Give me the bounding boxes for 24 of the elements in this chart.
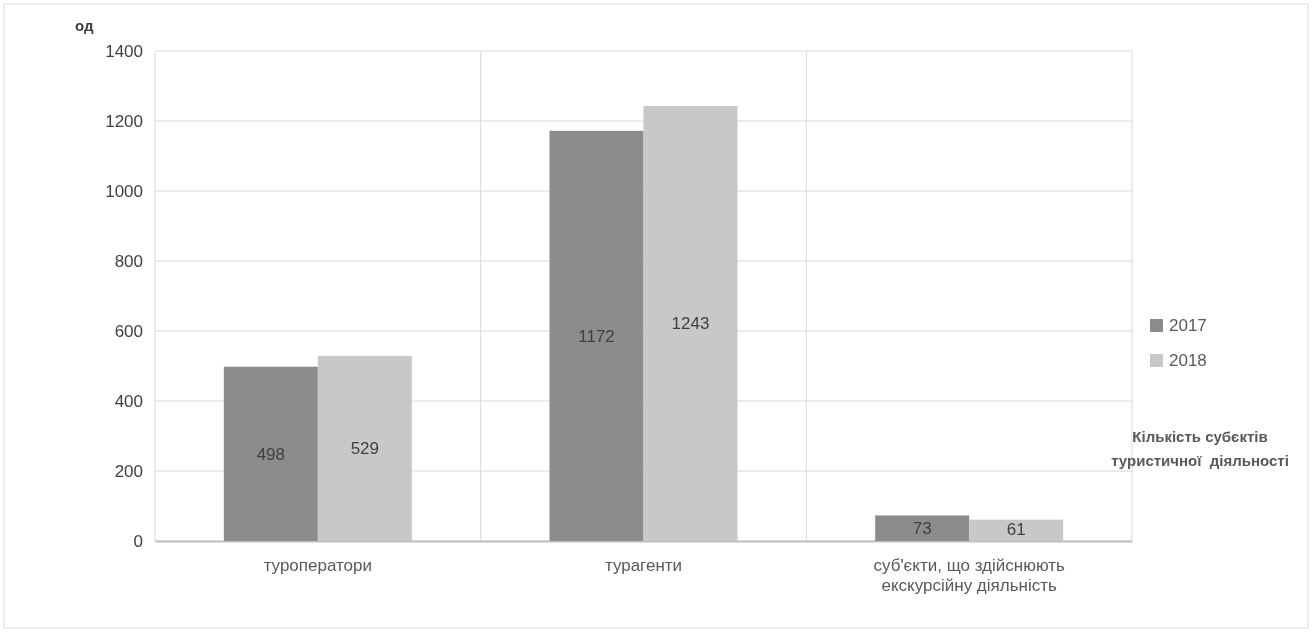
data-label: 1243 <box>671 314 710 334</box>
y-tick-label: 0 <box>133 531 143 551</box>
y-tick-label: 400 <box>114 391 143 411</box>
legend-label: 2017 <box>1169 316 1207 335</box>
x-tick-label: туроператори <box>263 556 373 576</box>
data-label: 1172 <box>578 326 615 346</box>
bar <box>549 130 644 541</box>
data-label: 73 <box>912 519 932 539</box>
x-axis-title: Кількість субєктів туристичної діяльності <box>1111 428 1289 469</box>
y-tick-label: 200 <box>114 461 143 481</box>
x-tick-label: турагенти <box>604 556 683 576</box>
y-tick-label: 1400 <box>105 41 143 61</box>
bar <box>875 515 970 541</box>
bar <box>223 366 318 541</box>
x-tick-label: суб'єкти, що здійснюють екскурсійну діяльність <box>873 556 1066 596</box>
legend-label: 2018 <box>1169 351 1207 370</box>
y-axis-title: од <box>75 17 94 34</box>
data-label: 61 <box>1006 520 1026 539</box>
y-tick-label: 800 <box>114 251 143 271</box>
y-tick-label: 1000 <box>105 181 143 201</box>
y-tick-label: 1200 <box>105 111 143 131</box>
data-label: 529 <box>350 439 380 459</box>
y-tick-label: 600 <box>114 321 143 341</box>
data-label: 498 <box>256 444 286 464</box>
